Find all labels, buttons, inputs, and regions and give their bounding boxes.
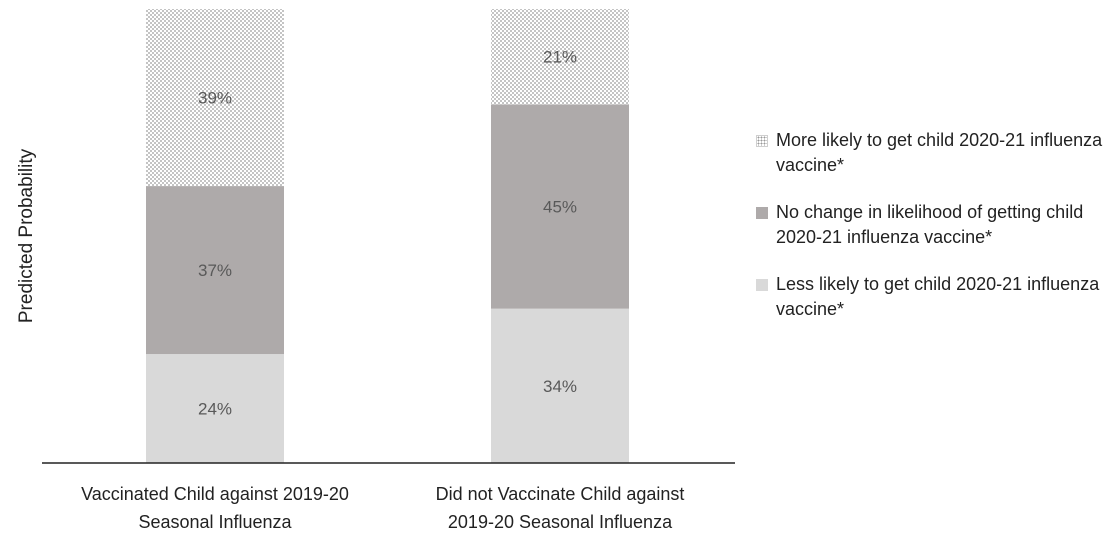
legend-label-more-likely: More likely to get child 2020-21 influen… (776, 130, 1103, 175)
y-axis-label: Predicted Probability (16, 148, 37, 323)
x-tick-label-2-line-2: 2019-20 Seasonal Influenza (448, 512, 673, 532)
legend-swatch-less-likely (756, 279, 768, 291)
x-tick-labels: Vaccinated Child against 2019-20 Seasonal… (81, 484, 684, 532)
bar-segment-no-change-in-likelihood-of-get-2 (491, 104, 629, 309)
data-label-no-change-in-likelihood-of-get-2: 45% (543, 197, 577, 216)
legend-item-no-change: No change in likelihood of getting child… (756, 200, 1108, 250)
data-label-no-change-in-likelihood-of-get-1: 37% (198, 261, 232, 280)
x-tick-label-2-line-1: Did not Vaccinate Child against (436, 484, 685, 504)
bars-group: 24% 37% 39% 34% 45% 21% (146, 9, 629, 463)
x-tick-label-1-line-2: Seasonal Influenza (138, 512, 292, 532)
data-label-less-likely-to-get-child-2020--2: 34% (543, 377, 577, 396)
bar-segment-less-likely-to-get-child-2020--1 (146, 354, 284, 463)
bar-segment-less-likely-to-get-child-2020--2 (491, 308, 629, 463)
legend-label-no-change: No change in likelihood of getting child… (776, 202, 1084, 247)
legend-item-less-likely: Less likely to get child 2020-21 influen… (756, 272, 1108, 322)
legend-item-more-likely: More likely to get child 2020-21 influen… (756, 128, 1108, 178)
legend-swatch-more-likely (756, 135, 768, 147)
bar-segment-no-change-in-likelihood-of-get-1 (146, 186, 284, 355)
bar-segment-more-likely-to-get-child-2020--2 (491, 9, 629, 105)
bar-segment-more-likely-to-get-child-2020--1 (146, 9, 284, 187)
legend-label-less-likely: Less likely to get child 2020-21 influen… (776, 274, 1100, 319)
x-tick-label-1-line-1: Vaccinated Child against 2019-20 (81, 484, 349, 504)
legend-swatch-no-change (756, 207, 768, 219)
data-label-more-likely-to-get-child-2020--2: 21% (543, 48, 577, 67)
data-label-less-likely-to-get-child-2020--1: 24% (198, 400, 232, 419)
data-label-more-likely-to-get-child-2020--1: 39% (198, 89, 232, 108)
legend: More likely to get child 2020-21 influen… (756, 128, 1108, 344)
